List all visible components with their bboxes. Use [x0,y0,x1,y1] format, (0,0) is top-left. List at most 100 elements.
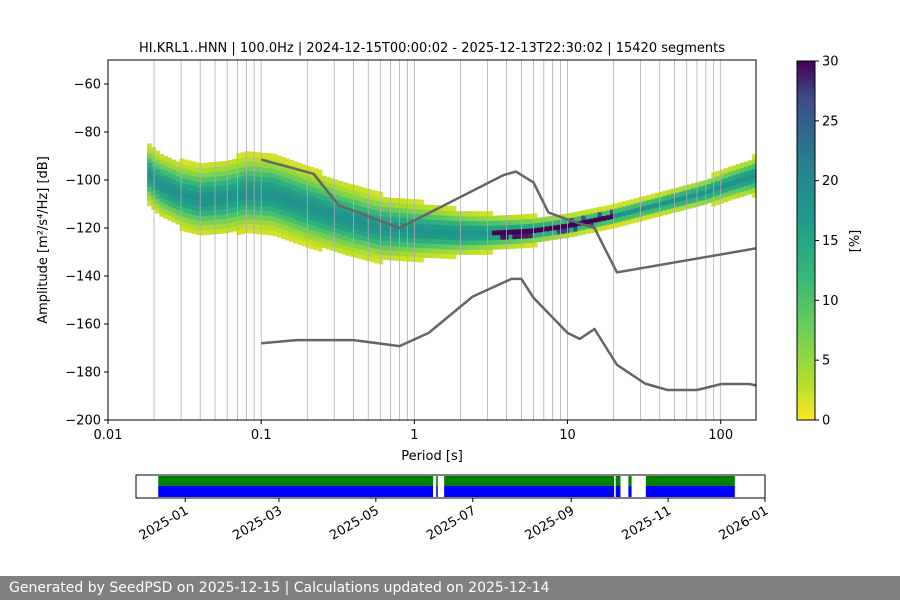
heatmap-cell [719,193,725,199]
heatmap-cell [163,179,168,186]
heatmap-cell [281,195,286,201]
heatmap-cell [540,226,546,232]
heatmap-cell [272,154,278,160]
heatmap-cell [569,232,574,238]
heatmap-cell [236,158,242,164]
heatmap-cell [289,188,294,194]
heatmap-cell [528,218,534,224]
heatmap-cell [557,234,562,240]
heatmap-cell [159,182,164,188]
heatmap-cell [528,228,534,234]
heatmap-cell [415,256,420,263]
heatmap-cell [524,223,530,229]
heatmap-cell [398,212,404,218]
heatmap-cell [220,199,225,205]
heatmap-cell [654,207,660,213]
heatmap-cell [293,219,298,225]
heatmap-cell [723,192,729,198]
heatmap-cell [203,229,209,236]
heatmap-cell [390,207,396,213]
heatmap-cell [203,167,209,173]
heatmap-cell [285,177,290,183]
heatmap-cell [439,239,445,245]
heatmap-cell [581,210,587,216]
heatmap-cell [411,247,416,253]
heatmap-cell [528,213,534,219]
heatmap-cell [455,239,461,246]
heatmap-cell [264,201,270,207]
y-tick-label: −140 [65,270,101,285]
heatmap-cell [609,214,615,220]
heatmap-cell [431,243,436,249]
heatmap-cell [199,172,205,178]
heatmap-cell [333,189,339,195]
heatmap-cell [512,243,518,249]
heatmap-cell [354,243,359,249]
heatmap-cell [435,248,440,254]
heatmap-cell [224,189,229,195]
heatmap-cell [370,194,376,200]
heatmap-cell [500,215,505,221]
heatmap-cell [317,222,323,228]
heatmap-cell [427,228,432,234]
heatmap-cell [512,219,518,225]
heatmap-cell [528,237,534,243]
heatmap-cell [443,210,449,216]
heatmap-cell [488,239,493,246]
heatmap-cell [354,252,359,258]
heatmap-cell [451,249,457,255]
heatmap-cell [199,182,205,188]
heatmap-cell [455,220,461,226]
heatmap-cell [224,180,229,186]
heatmap-cell [532,227,538,233]
heatmap-cell [512,214,518,220]
heatmap-cell [159,206,164,212]
heatmap-cell [159,173,164,179]
heatmap-cell [386,202,392,208]
heatmap-cell [260,171,266,178]
heatmap-cell [455,244,461,250]
heatmap-cell [236,210,242,216]
heatmap-cell [281,205,286,211]
heatmap-cell [341,191,347,197]
heatmap-cell [390,255,396,261]
heatmap-cell [378,216,384,222]
heatmap-cell [333,184,339,190]
heatmap-cell [277,227,282,233]
heatmap-cell [191,190,197,196]
heatmap-cell [281,209,286,216]
heatmap-cell [337,180,343,187]
heatmap-cell [451,225,457,231]
heatmap-cell [398,203,404,209]
heatmap-cell [743,185,749,191]
heatmap-cell [297,186,302,192]
heatmap-cell [719,198,725,204]
heatmap-cell [658,206,664,212]
heatmap-cell [435,238,440,244]
heatmap-cell [532,213,538,219]
heatmap-cell [341,182,347,188]
heatmap-cell [687,203,692,209]
heatmap-cell [723,177,729,183]
heatmap-cell [715,180,721,186]
heatmap-cell [346,231,351,237]
heatmap-cell [358,201,363,207]
heatmap-cell [220,223,225,229]
heatmap-cell [471,230,477,236]
heatmap-cell [613,213,619,219]
heatmap-cell [147,196,152,202]
heatmap-cell [151,190,156,196]
heatmap-cell [378,220,384,226]
heatmap-cell [524,242,530,248]
heatmap-cell [163,213,168,219]
heatmap-cell [228,193,233,199]
heatmap-cell [260,219,266,226]
heatmap-cell [264,229,270,235]
heatmap-cell [447,234,453,240]
heatmap-cell [358,196,363,202]
heatmap-cell [427,204,432,210]
heatmap-cell [467,235,473,241]
heatmap-cell [378,240,384,246]
heatmap-cell [159,168,164,174]
heatmap-cell [467,211,473,217]
